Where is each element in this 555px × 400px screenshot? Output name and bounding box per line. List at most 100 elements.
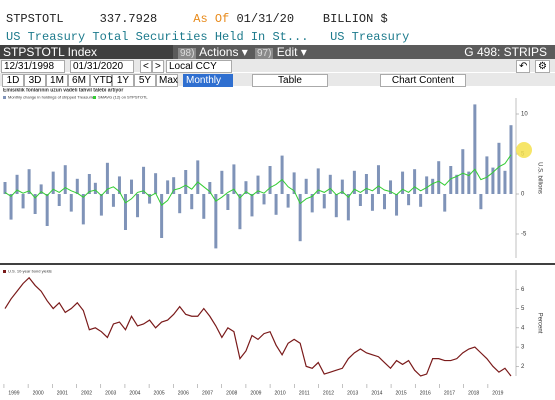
bar	[87, 174, 91, 194]
bar	[208, 182, 212, 194]
as-of-date: 01/31/20	[236, 12, 295, 26]
bar	[509, 125, 513, 194]
range-button[interactable]: 6M	[68, 74, 90, 87]
bar	[136, 194, 140, 218]
bar	[497, 142, 501, 194]
y-axis-title: U.S. billions	[536, 162, 542, 194]
bar	[443, 194, 447, 212]
bar	[93, 182, 97, 194]
next[interactable]: >	[152, 60, 164, 73]
actions-menu[interactable]: 98) Actions ▾	[178, 45, 248, 61]
period[interactable]: Monthly ▼	[183, 74, 233, 97]
ticker: STPSTOTL	[6, 12, 64, 26]
bar	[196, 160, 200, 194]
range-button[interactable]: 3D	[24, 74, 46, 87]
x-tick-label: 2018	[468, 390, 479, 396]
bar	[328, 174, 332, 194]
bar	[407, 194, 411, 206]
bar	[376, 165, 380, 194]
range-button[interactable]: 1M	[46, 74, 68, 87]
currency[interactable]: Local CCY	[166, 60, 232, 73]
bar	[395, 194, 399, 216]
series-line	[4, 276, 512, 377]
legend-swatch	[3, 96, 6, 99]
bar	[39, 184, 43, 194]
bar	[232, 164, 236, 194]
security[interactable]: STPSTOTL Index	[0, 45, 173, 59]
bar	[292, 172, 296, 194]
bar	[370, 194, 374, 211]
bar	[340, 179, 344, 194]
bar	[346, 194, 350, 221]
bar	[304, 178, 308, 194]
bar	[274, 194, 278, 215]
bar	[117, 176, 121, 194]
description-line: US Treasury Total Securities Held In St.…	[6, 30, 409, 44]
edit-num: 97)	[255, 48, 274, 59]
bar	[184, 170, 188, 194]
undo[interactable]: ↶	[516, 60, 531, 73]
bar	[166, 180, 170, 194]
x-tick-label: 2010	[275, 390, 286, 396]
bar	[413, 169, 417, 194]
bar	[142, 166, 146, 194]
bar	[431, 178, 435, 194]
chart-content[interactable]: Chart Content	[380, 74, 466, 87]
bar	[130, 179, 134, 194]
bar	[491, 167, 495, 194]
bar	[238, 194, 242, 230]
table[interactable]: Table	[252, 74, 328, 87]
y-tick-label: 3	[521, 345, 525, 351]
actions: Actions ▾	[199, 45, 248, 59]
legend-swatch	[3, 270, 6, 273]
bar	[226, 194, 230, 210]
range-button[interactable]: 1D	[2, 74, 24, 87]
range-button[interactable]: 1Y	[112, 74, 134, 87]
bar	[57, 194, 61, 206]
legend-label: SMAVG (12) on STPSTOTL	[98, 95, 148, 100]
x-tick-label: 2001	[57, 390, 68, 396]
y-tick-label: 5	[521, 306, 525, 312]
description: US Treasury Total Securities Held In St.…	[6, 30, 309, 44]
bar	[473, 104, 477, 194]
prev[interactable]: <	[140, 60, 152, 73]
bar	[401, 171, 405, 194]
bar	[33, 194, 37, 214]
bar	[334, 194, 338, 218]
series-line	[4, 154, 512, 206]
bar	[256, 175, 260, 194]
y-tick-label: 0	[521, 192, 525, 198]
chart-title: Emisiklik fonlarinin uzun vadeli tahvil …	[3, 88, 123, 93]
last-value: 337.7928	[99, 12, 158, 26]
edit-menu[interactable]: 97) Edit ▾	[255, 45, 307, 61]
x-tick-label: 2011	[299, 390, 310, 396]
start-date[interactable]: 12/31/1998	[1, 60, 65, 73]
cursor-highlight	[516, 142, 532, 158]
toolbar: STPSTOTL Index 98) Actions ▾ 97) Edit ▾ …	[0, 45, 555, 59]
bar	[250, 194, 254, 217]
settings[interactable]: ⚙	[535, 60, 550, 73]
y-tick-label: -5	[521, 232, 527, 238]
bar	[21, 194, 25, 209]
bar	[214, 194, 218, 249]
bar	[503, 170, 507, 194]
bar	[172, 177, 176, 194]
bar	[268, 166, 272, 194]
range-button[interactable]: Max	[156, 74, 178, 87]
range-button[interactable]: 5Y	[134, 74, 156, 87]
x-tick-label: 2012	[323, 390, 334, 396]
x-tick-label: 2007	[202, 390, 213, 396]
bar	[461, 149, 465, 194]
end-date[interactable]: 01/31/2020	[70, 60, 134, 73]
bar	[455, 174, 459, 194]
bar	[322, 194, 326, 209]
bar	[105, 162, 109, 194]
x-tick-label: 1999	[8, 390, 19, 396]
bar	[262, 194, 266, 205]
bar	[202, 194, 206, 219]
bar	[51, 171, 55, 194]
range-button[interactable]: YTD	[90, 74, 113, 87]
bar	[479, 194, 483, 210]
bar	[437, 161, 441, 194]
bar	[352, 170, 356, 194]
